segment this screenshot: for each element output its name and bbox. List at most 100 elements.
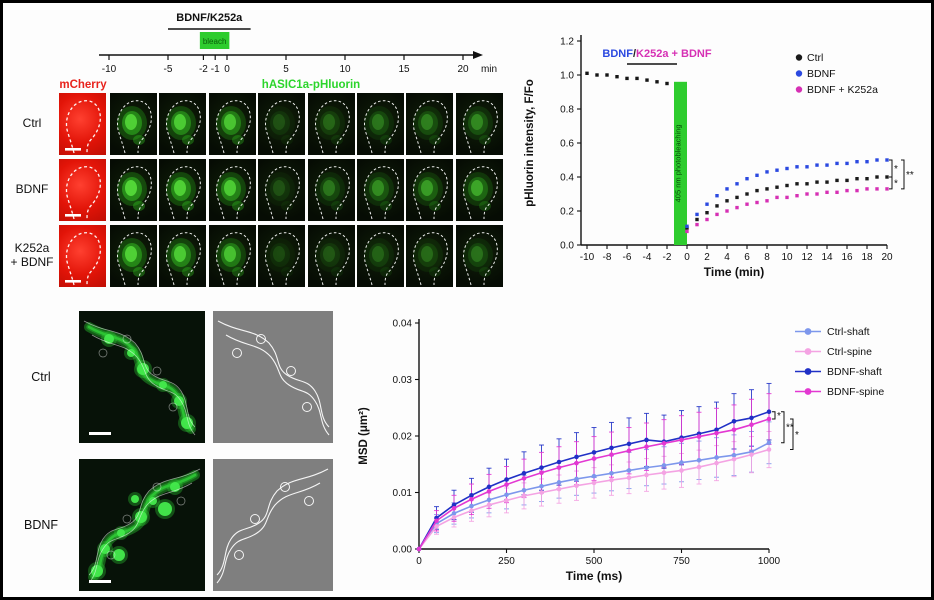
spine-outline	[117, 100, 152, 154]
phluorin-frame	[208, 159, 256, 221]
phluorin-frame	[307, 159, 355, 221]
phluorin-frame	[159, 225, 207, 287]
phluorin-frame	[110, 225, 157, 287]
spine-outline	[413, 166, 449, 220]
phluorin-frame	[455, 225, 503, 287]
bleach-band-label: 405 nm photobleaching	[674, 124, 683, 202]
dendrite-fluorescence-image	[79, 311, 205, 443]
significance-label: **	[786, 423, 794, 434]
bleach-label: bleach	[203, 37, 227, 46]
svg-text:-1: -1	[211, 64, 220, 75]
legend-label: BDNF-spine	[827, 386, 884, 398]
series-BDNF	[685, 158, 889, 228]
spine-outline	[117, 166, 152, 220]
svg-text:BDNF/K252a + BDNF: BDNF/K252a + BDNF	[602, 48, 711, 60]
spine-outline	[166, 166, 202, 220]
svg-text:15: 15	[398, 64, 410, 75]
spine-outline	[314, 100, 350, 154]
phluorin-frame	[110, 93, 157, 155]
phluorin-frame	[455, 159, 503, 221]
mcherry-image	[59, 159, 106, 221]
phluorin-frame	[307, 93, 355, 155]
svg-text:0.00: 0.00	[393, 545, 413, 556]
spine-outline	[265, 166, 301, 220]
bleach-marker	[199, 32, 230, 49]
phluorin-frame	[208, 225, 256, 287]
phluorin-frame	[406, 225, 454, 287]
svg-text:-2: -2	[663, 252, 672, 263]
phluorin-frame	[455, 93, 503, 155]
spine-outline	[462, 166, 498, 220]
svg-text:750: 750	[673, 556, 690, 567]
svg-text:20: 20	[457, 64, 469, 75]
svg-text:1.0: 1.0	[560, 71, 574, 82]
legend-label: Ctrl	[807, 52, 823, 64]
mcherry-image	[59, 93, 106, 155]
svg-text:18: 18	[861, 252, 873, 263]
legend-label: Ctrl-shaft	[827, 326, 870, 338]
msd-significance: ****	[772, 411, 799, 451]
dendrite-image-grid: Ctrl BDNF	[7, 307, 347, 597]
svg-text:0.02: 0.02	[393, 432, 413, 443]
msd-chart-panel: 0.00 0.01 0.02 0.03 0.04 0 250 500 750 1000 Time (…	[349, 307, 931, 597]
mcherry-channel-label: mCherry	[59, 79, 107, 91]
bleach-band: 405 nm photobleaching	[674, 81, 687, 245]
series-BDNF + K252a	[685, 187, 889, 234]
spine-outline	[413, 232, 449, 286]
legend-marker-icon	[804, 388, 812, 395]
msd-legend: Ctrl-shaft Ctrl-spine BDNF-shaft BDNF-spine	[795, 326, 884, 398]
montage-row-label: Ctrl	[22, 116, 42, 131]
montage-row-label: K252a + BDNF	[10, 241, 54, 269]
mcherry-image	[59, 225, 106, 287]
montage-row-label: BDNF	[15, 182, 49, 197]
errorbars-Ctrl-shaft	[434, 421, 772, 534]
spine-outline	[215, 232, 251, 286]
spine-outline	[314, 232, 350, 286]
legend-marker-icon	[804, 368, 812, 375]
svg-text:0.4: 0.4	[560, 173, 574, 184]
phluorin-frame	[357, 225, 404, 287]
msd-y-axis-label: MSD (μm²)	[358, 407, 370, 465]
series-Ctrl-spine	[416, 447, 772, 552]
spine-outline	[65, 100, 101, 154]
phluorin-frame	[357, 159, 404, 221]
legend-label: BDNF + K252a	[807, 84, 878, 96]
frap-chart-panel: 0.0 0.2 0.4 0.6 0.8 1.0 1.2 -10 -8 -6 -4 -2 0 2 4 6 8 10 1…	[519, 7, 931, 303]
phluorin-frame	[159, 93, 207, 155]
phluorin-frame	[208, 93, 256, 155]
legend-label: BDNF	[807, 68, 836, 80]
series-Ctrl	[685, 175, 889, 230]
frap-legend: Ctrl BDNF BDNF + K252a	[795, 52, 878, 96]
svg-text:0.04: 0.04	[393, 319, 413, 330]
spine-outline	[314, 166, 350, 220]
spine-outline	[65, 232, 101, 286]
svg-text:0.01: 0.01	[393, 488, 413, 499]
svg-text:-4: -4	[643, 252, 652, 263]
frap-significance: ****	[889, 159, 914, 189]
phluorin-frame	[307, 225, 355, 287]
legend-marker-icon	[795, 86, 803, 93]
svg-text:250: 250	[498, 556, 515, 567]
svg-text:-5: -5	[164, 64, 173, 75]
phluorin-frame	[258, 93, 306, 155]
significance-label: *	[777, 411, 781, 422]
scale-bar	[89, 432, 111, 435]
svg-text:-2: -2	[199, 64, 208, 75]
frap-montage-panel: -10 -5 -2 -1 0 5 10 15 20 min BDNF/K252a bleach mCh…	[7, 7, 519, 303]
svg-text:0.0: 0.0	[560, 241, 574, 252]
svg-text:500: 500	[586, 556, 603, 567]
svg-text:-8: -8	[603, 252, 612, 263]
spine-outline	[65, 166, 101, 220]
svg-text:0.6: 0.6	[560, 139, 574, 150]
svg-text:4: 4	[724, 252, 730, 263]
svg-text:1.2: 1.2	[560, 37, 574, 48]
frap-x-axis-label: Time (min)	[704, 265, 764, 279]
frap-y-axis-label: pHluorin intensity, F/Fo	[524, 79, 536, 207]
spine-outline	[215, 100, 251, 154]
dendrite-row-label: Ctrl	[31, 370, 51, 384]
svg-text:0.2: 0.2	[560, 207, 574, 218]
phluorin-frame	[258, 225, 306, 287]
svg-text:1000: 1000	[758, 556, 781, 567]
msd-chart: 0.00 0.01 0.02 0.03 0.04 0 250 500 750 1000 Time (…	[358, 319, 884, 584]
